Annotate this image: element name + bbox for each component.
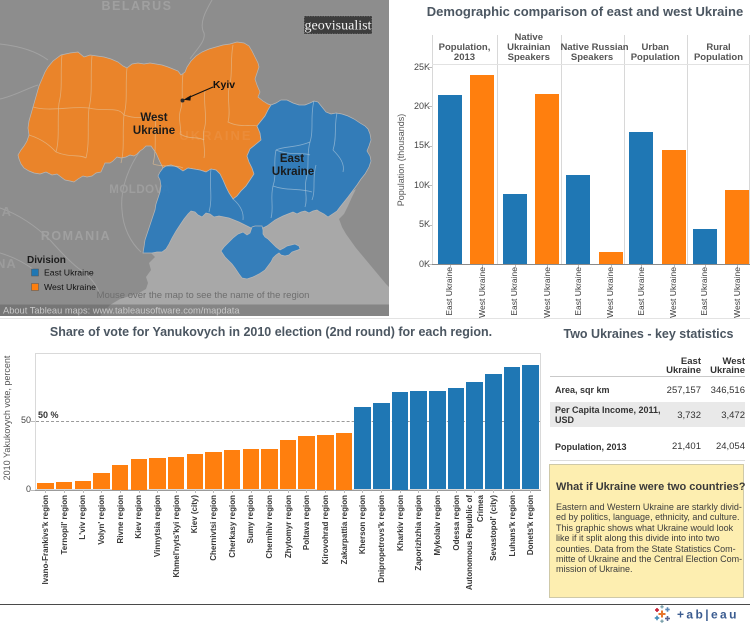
- svg-text:East: East: [280, 153, 304, 165]
- svg-text:Ukraine: Ukraine: [133, 125, 175, 137]
- svg-text:Division: Division: [27, 255, 66, 266]
- svg-text:geovisualist: geovisualist: [305, 19, 372, 34]
- svg-text:+ab|eau: +ab|eau: [677, 608, 739, 622]
- svg-text:BELARUS: BELARUS: [102, 0, 173, 13]
- svg-text:East Ukraine: East Ukraine: [44, 268, 94, 278]
- svg-text:Mouse over the map to see the: Mouse over the map to see the name of th…: [97, 290, 310, 301]
- svg-text:West: West: [140, 112, 167, 124]
- svg-text:MOLDOVA: MOLDOVA: [109, 184, 170, 196]
- svg-text:West Ukraine: West Ukraine: [44, 282, 96, 292]
- svg-text:UKRAINE: UKRAINE: [179, 128, 252, 143]
- svg-text:NA: NA: [0, 256, 17, 271]
- svg-text:ROMANIA: ROMANIA: [41, 229, 111, 243]
- svg-text:Kyiv: Kyiv: [213, 79, 235, 91]
- svg-text:About Tableau maps: www.tablea: About Tableau maps: www.tableausoftware.…: [3, 306, 240, 316]
- svg-text:Ukraine: Ukraine: [272, 166, 314, 178]
- svg-text:IA: IA: [0, 204, 12, 219]
